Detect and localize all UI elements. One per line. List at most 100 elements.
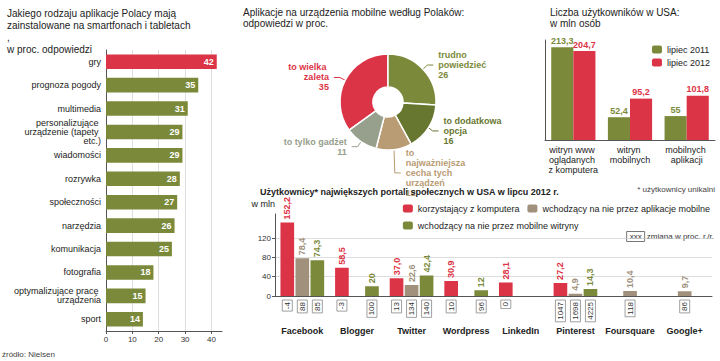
- svg-text:oglądanych: oglądanych: [549, 155, 598, 165]
- svg-text:134: 134: [407, 301, 416, 315]
- svg-text:wiadomości: wiadomości: [53, 150, 101, 160]
- svg-text:xxx: xxx: [630, 232, 642, 241]
- svg-text:37,0: 37,0: [392, 258, 402, 276]
- svg-text:22,6: 22,6: [407, 265, 417, 283]
- svg-text:to tylko gadżet: to tylko gadżet: [284, 137, 347, 147]
- svg-text:opcja: opcja: [444, 126, 469, 136]
- svg-text:118: 118: [626, 301, 635, 314]
- svg-text:85: 85: [313, 301, 322, 310]
- svg-text:30,9: 30,9: [446, 261, 456, 279]
- svg-text:witryn: witryn: [616, 145, 643, 155]
- svg-text:40: 40: [207, 335, 216, 344]
- svg-text:42,4: 42,4: [422, 255, 432, 273]
- svg-text:etc.): etc.): [83, 136, 101, 146]
- svg-text:1698: 1698: [571, 301, 580, 319]
- svg-text:16: 16: [444, 136, 454, 146]
- svg-text:40: 40: [262, 272, 271, 281]
- svg-text:Aplikacje na urządzenia mobiln: Aplikacje na urządzenia mobilne według P…: [243, 7, 464, 18]
- svg-text:13: 13: [392, 301, 401, 310]
- svg-text:,: ,: [7, 32, 10, 43]
- svg-text:Liczba użytkowników w USA:: Liczba użytkowników w USA:: [550, 7, 680, 18]
- svg-text:wchodzący na nie przez mobilne: wchodzący na nie przez mobilne witryny: [417, 221, 579, 231]
- svg-text:27: 27: [164, 197, 174, 207]
- svg-text:z komputera: z komputera: [549, 165, 599, 175]
- svg-text:74,3: 74,3: [312, 240, 322, 258]
- svg-text:trudno: trudno: [438, 50, 469, 60]
- svg-text:Facebook: Facebook: [281, 326, 324, 336]
- svg-text:152,2: 152,2: [282, 197, 292, 220]
- svg-text:78,4: 78,4: [297, 238, 307, 256]
- svg-text:28,1: 28,1: [501, 262, 511, 280]
- svg-text:Blogger: Blogger: [340, 326, 374, 336]
- svg-text:Użytkownicy* największych port: Użytkownicy* największych portali społec…: [260, 187, 559, 197]
- svg-text:wchodzący na nie przez aplikac: wchodzący na nie przez aplikacje mobilne: [541, 204, 710, 214]
- svg-text:multimedia: multimedia: [57, 104, 101, 114]
- svg-text:Jakiego rodzaju aplikacje Pola: Jakiego rodzaju aplikacje Polacy mają: [7, 8, 179, 19]
- svg-text:narzędzia: narzędzia: [62, 221, 101, 231]
- svg-text:10: 10: [447, 301, 456, 310]
- svg-text:* użytkownicy unikalni: * użytkownicy unikalni: [637, 185, 715, 194]
- svg-text:0: 0: [501, 301, 510, 306]
- svg-text:27,2: 27,2: [555, 262, 565, 280]
- svg-text:88: 88: [298, 301, 307, 310]
- svg-text:9,7: 9,7: [680, 276, 690, 289]
- svg-text:w proc. odpowiedzi: w proc. odpowiedzi: [6, 44, 92, 55]
- svg-text:źródło: Nielsen: źródło: Nielsen: [2, 350, 55, 359]
- svg-text:0: 0: [104, 335, 109, 344]
- svg-text:to dodatkowa: to dodatkowa: [444, 116, 505, 126]
- svg-text:28: 28: [167, 174, 177, 184]
- svg-text:prognoza pogody: prognoza pogody: [31, 80, 101, 90]
- svg-text:najważniejsza: najważniejsza: [406, 158, 468, 168]
- svg-text:35: 35: [319, 82, 329, 92]
- svg-text:lipiec 2011: lipiec 2011: [667, 45, 709, 55]
- svg-text:komunikacja: komunikacja: [51, 244, 101, 254]
- svg-text:12: 12: [476, 277, 486, 287]
- svg-text:urządzenia: urządzenia: [57, 295, 101, 305]
- svg-text:80: 80: [262, 253, 271, 262]
- svg-text:Pinterest: Pinterest: [556, 326, 595, 336]
- svg-text:witryn www: witryn www: [548, 145, 597, 155]
- svg-text:96: 96: [477, 301, 486, 310]
- svg-text:1047: 1047: [556, 301, 565, 319]
- svg-text:58,5: 58,5: [337, 247, 347, 265]
- svg-text:w mln osób: w mln osób: [549, 18, 601, 29]
- svg-text:fotografia: fotografia: [63, 267, 101, 277]
- svg-text:zainstalowane na smartfonach i: zainstalowane na smartfonach i tabletach: [7, 20, 190, 31]
- svg-text:to wielka: to wielka: [288, 62, 329, 72]
- svg-text:14: 14: [130, 314, 140, 324]
- svg-text:30: 30: [181, 335, 190, 344]
- svg-text:14,3: 14,3: [585, 269, 595, 287]
- svg-text:31: 31: [175, 104, 185, 114]
- svg-text:29: 29: [169, 127, 179, 137]
- svg-text:-3: -3: [337, 301, 346, 309]
- svg-text:sport: sport: [81, 314, 102, 324]
- svg-text:204,7: 204,7: [573, 40, 596, 50]
- svg-text:140: 140: [422, 301, 431, 315]
- svg-text:powiedzieć: powiedzieć: [438, 60, 486, 70]
- svg-text:26: 26: [162, 221, 172, 231]
- svg-text:zaleta: zaleta: [304, 72, 330, 82]
- svg-text:120: 120: [258, 234, 272, 243]
- svg-text:0: 0: [267, 292, 272, 301]
- svg-text:26: 26: [438, 70, 448, 80]
- svg-text:w mln: w mln: [250, 199, 275, 209]
- svg-text:Twitter: Twitter: [397, 326, 426, 336]
- svg-text:213,3: 213,3: [551, 36, 574, 46]
- svg-text:LinkedIn: LinkedIn: [502, 326, 539, 336]
- svg-text:25: 25: [159, 244, 169, 254]
- svg-text:55: 55: [671, 105, 681, 115]
- svg-text:42: 42: [204, 57, 214, 67]
- svg-text:29: 29: [169, 150, 179, 160]
- svg-text:Foursquare: Foursquare: [605, 326, 655, 336]
- svg-text:101,8: 101,8: [686, 84, 709, 94]
- svg-text:18: 18: [140, 267, 150, 277]
- svg-text:Google+: Google+: [667, 326, 703, 336]
- svg-text:rozrywka: rozrywka: [65, 174, 101, 184]
- svg-text:11: 11: [337, 147, 347, 157]
- svg-text:Wordpress: Wordpress: [443, 326, 490, 336]
- svg-text:10,4: 10,4: [625, 270, 635, 288]
- svg-text:aplikacji: aplikacji: [671, 155, 703, 165]
- svg-text:86: 86: [680, 301, 689, 310]
- svg-text:cecha tych: cecha tych: [406, 168, 455, 178]
- svg-text:10: 10: [128, 335, 137, 344]
